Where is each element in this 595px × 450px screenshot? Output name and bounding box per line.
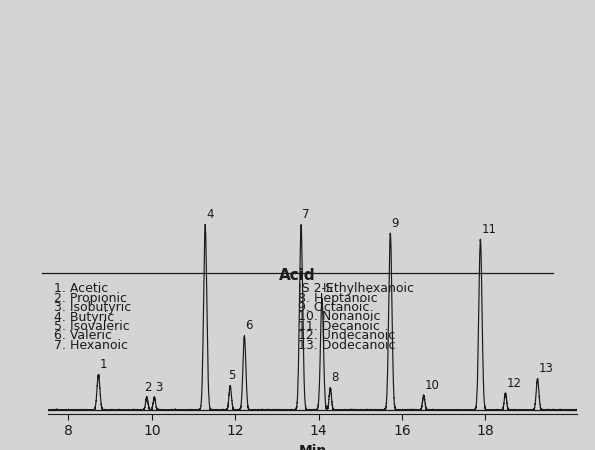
Text: 2. Propionic: 2. Propionic <box>54 292 127 305</box>
Text: 11. Decanoic: 11. Decanoic <box>298 320 380 333</box>
Text: 1: 1 <box>99 358 107 371</box>
Text: 12: 12 <box>506 377 521 390</box>
Text: 10: 10 <box>425 379 440 392</box>
Text: 6. Valeric: 6. Valeric <box>54 329 111 342</box>
Text: 8. Heptanoic: 8. Heptanoic <box>298 292 377 305</box>
Text: 6: 6 <box>245 320 253 333</box>
Text: 4: 4 <box>206 208 214 221</box>
Text: 3: 3 <box>155 381 162 394</box>
Text: 12. Undecanoic: 12. Undecanoic <box>298 329 394 342</box>
Text: 3. Isobutyric: 3. Isobutyric <box>54 301 131 314</box>
Text: 9. Octanoic: 9. Octanoic <box>298 301 369 314</box>
Text: Acid: Acid <box>279 268 316 283</box>
Text: 7: 7 <box>302 208 309 221</box>
Text: 11: 11 <box>481 223 496 236</box>
X-axis label: Min: Min <box>298 444 327 450</box>
Text: 2: 2 <box>145 381 152 394</box>
Text: 4. Butyric: 4. Butyric <box>54 310 114 324</box>
Text: 10. Nonanoic: 10. Nonanoic <box>298 310 380 324</box>
Text: 13: 13 <box>538 362 553 375</box>
Text: IS: IS <box>323 282 334 295</box>
Text: 13. Dodecanoic: 13. Dodecanoic <box>298 339 395 352</box>
Text: 1. Acetic: 1. Acetic <box>54 282 108 295</box>
Text: 5. Isovaleric: 5. Isovaleric <box>54 320 129 333</box>
Text: 5: 5 <box>228 369 235 382</box>
Text: IS 2-Ethylhexanoic: IS 2-Ethylhexanoic <box>298 282 414 295</box>
Text: 8: 8 <box>331 371 339 384</box>
Text: 9: 9 <box>391 217 399 230</box>
Text: 7. Hexanoic: 7. Hexanoic <box>54 339 127 352</box>
